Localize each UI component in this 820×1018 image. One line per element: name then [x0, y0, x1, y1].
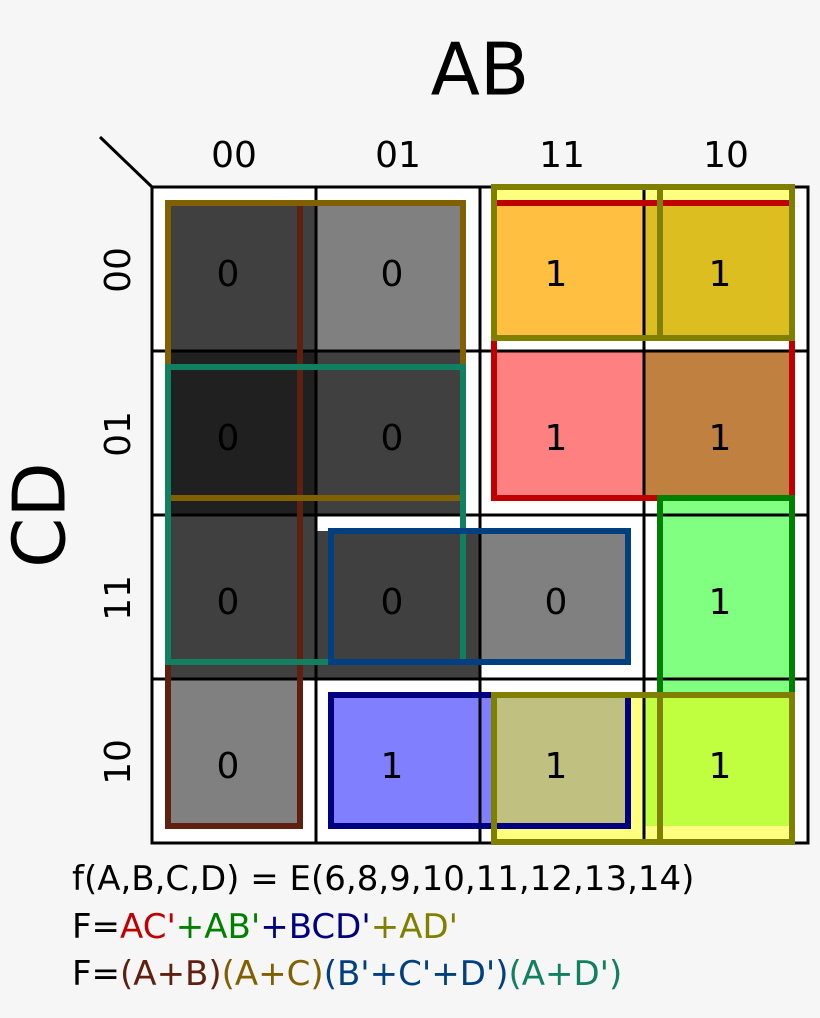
grid	[98, 135, 810, 845]
group-ad-bottom	[491, 692, 795, 845]
fill	[644, 695, 792, 826]
fill	[644, 203, 792, 338]
cell-value: 0	[217, 418, 240, 459]
fill	[644, 351, 792, 498]
cell-value: 0	[545, 582, 568, 623]
col-header: 10	[703, 135, 749, 176]
cell-value: 1	[545, 254, 568, 295]
cell-value: 1	[709, 582, 732, 623]
formula-part: (A+B)	[120, 954, 222, 994]
cell-value: 1	[545, 746, 568, 787]
formula-part: f(A,B,C,D) = E(6,8,9,10,11,12,13,14)	[72, 859, 694, 899]
formula: F=AC'+AB'+BCD'+AD'	[72, 907, 458, 947]
fill	[168, 679, 300, 826]
group-bcd	[328, 528, 631, 665]
group-ac	[491, 200, 795, 501]
formula-part: +AB'	[176, 907, 260, 947]
formula-part: (B'+C'+D')	[324, 954, 509, 994]
row-header: 01	[98, 411, 139, 457]
group-ad-top	[491, 184, 795, 341]
group-bcd-sop	[328, 692, 631, 829]
formula-part: F=	[72, 907, 120, 947]
group-a-d	[165, 364, 466, 665]
fill	[494, 695, 628, 826]
cell-value: 1	[709, 418, 732, 459]
fill	[480, 531, 628, 662]
cell-value: 0	[217, 254, 240, 295]
fill	[168, 515, 316, 679]
row-header: 11	[98, 575, 139, 621]
formula-part: AC'	[120, 907, 176, 947]
cell-value: 1	[545, 418, 568, 459]
cell-value: 0	[381, 418, 404, 459]
fill	[316, 351, 463, 515]
fill	[331, 695, 494, 826]
row-var: CD	[0, 462, 82, 568]
fill	[494, 203, 644, 338]
fill	[168, 351, 316, 515]
col-var: AB	[431, 28, 530, 112]
corner-line	[98, 135, 154, 189]
formula-part: +BCD'	[260, 907, 370, 947]
cell-value: 0	[217, 582, 240, 623]
group-a-c	[165, 200, 466, 501]
cell-value: 0	[381, 582, 404, 623]
cell-value: 1	[709, 746, 732, 787]
row-header: 00	[98, 247, 139, 293]
formula-part: (A+C)	[222, 954, 324, 994]
fill	[316, 531, 480, 679]
row-header: 10	[98, 739, 139, 785]
cell-value: 1	[709, 254, 732, 295]
formula-part: (A+D')	[508, 954, 622, 994]
formula-part: F=	[72, 954, 120, 994]
cell-value: 0	[381, 254, 404, 295]
col-header: 01	[375, 135, 421, 176]
cell-value: 1	[381, 746, 404, 787]
col-header: 00	[211, 135, 257, 176]
groups	[165, 184, 795, 845]
fill	[660, 498, 792, 695]
formula: F=(A+B)(A+C)(B'+C'+D')(A+D')	[72, 954, 622, 994]
fill	[494, 351, 644, 498]
fill	[316, 203, 463, 351]
cell-value: 0	[217, 746, 240, 787]
fill	[168, 203, 316, 351]
formula: f(A,B,C,D) = E(6,8,9,10,11,12,13,14)	[72, 859, 694, 899]
formula-part: +AD'	[371, 907, 458, 947]
col-header: 11	[539, 135, 585, 176]
